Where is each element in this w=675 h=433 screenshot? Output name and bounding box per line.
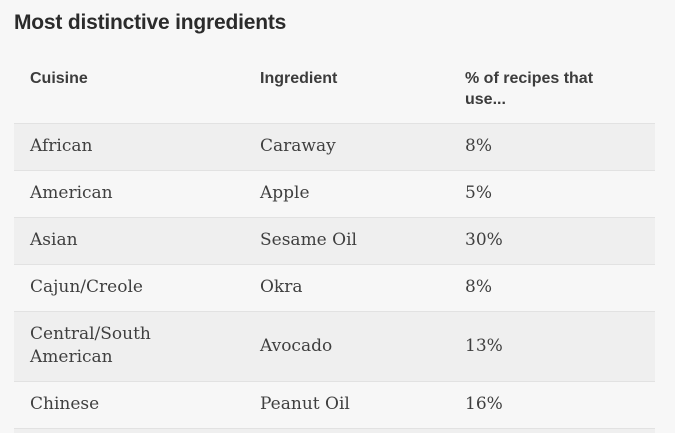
column-header-percent-label: % of recipes that use... — [465, 70, 594, 108]
cuisine-cell: Central/South American — [14, 311, 244, 382]
table-row: African Caraway 8% — [14, 123, 655, 171]
percent-cell: 13% — [449, 311, 655, 382]
table-row: Cajun/Creole Okra 8% — [14, 264, 655, 312]
column-header-percent: % of recipes that use... — [449, 58, 655, 124]
table-row: Chinese Peanut Oil 16% — [14, 381, 655, 429]
table-row: Central/South American Avocado 13% — [14, 311, 655, 382]
percent-cell: 5% — [449, 170, 655, 218]
ingredient-cell: Okra — [244, 264, 449, 312]
column-header-cuisine: Cuisine — [14, 58, 244, 124]
ingredient-cell: Avocado — [244, 311, 449, 382]
ingredient-cell: Peanut Oil — [244, 381, 449, 429]
percent-cell: 8% — [449, 264, 655, 312]
cuisine-cell: Chinese — [14, 381, 244, 429]
table-row: Asian Sesame Oil 30% — [14, 217, 655, 265]
ingredient-cell: Caraway — [244, 123, 449, 171]
cuisine-cell: Cajun/Creole — [14, 264, 244, 312]
column-header-cuisine-label: Cuisine — [30, 70, 88, 87]
table-header: Cuisine Ingredient % of recipes that use… — [14, 58, 655, 124]
table-row: American Apple 5% — [14, 170, 655, 218]
column-header-ingredient-label: Ingredient — [260, 70, 338, 87]
cuisine-cell: African — [14, 123, 244, 171]
percent-cell: 8% — [449, 123, 655, 171]
cuisine-cell: Asian — [14, 217, 244, 265]
cuisine-cell: American — [14, 170, 244, 218]
column-header-ingredient: Ingredient — [244, 58, 449, 124]
partial-row-cell — [14, 428, 655, 433]
percent-cell: 16% — [449, 381, 655, 429]
ingredients-table: Cuisine Ingredient % of recipes that use… — [14, 58, 655, 433]
page-title: Most distinctive ingredients — [14, 11, 287, 34]
table-row-partial-clipped — [14, 428, 655, 433]
table-body: African Caraway 8% American Apple 5% Asi… — [14, 123, 655, 433]
ingredient-cell: Sesame Oil — [244, 217, 449, 265]
header-row: Cuisine Ingredient % of recipes that use… — [14, 58, 655, 124]
ingredient-cell: Apple — [244, 170, 449, 218]
percent-cell: 30% — [449, 217, 655, 265]
